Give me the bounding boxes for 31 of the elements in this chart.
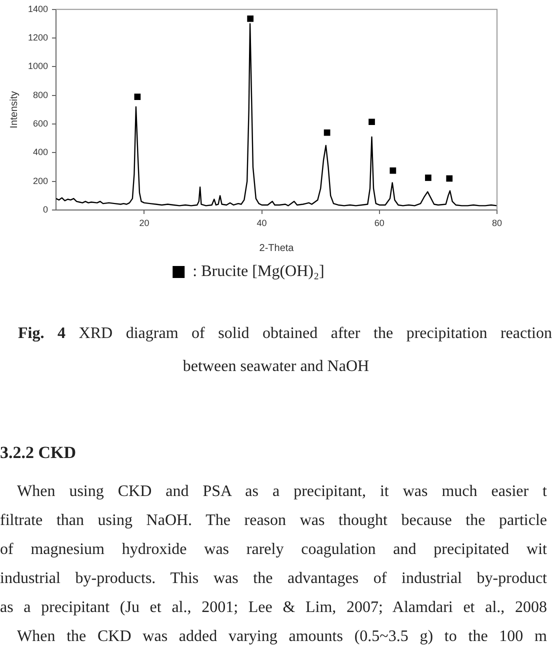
y-tick-label: 0 xyxy=(42,204,48,214)
text: industrial by-products. This was the advantages of industrial by-product xyxy=(0,569,547,589)
x-tick-label: 20 xyxy=(139,218,150,228)
y-tick-label: 1200 xyxy=(28,32,48,43)
x-axis-title: 2-Theta xyxy=(259,242,294,254)
text: filtrate than using NaOH. The reason was thought because the particle xyxy=(0,511,547,531)
point xyxy=(446,175,453,182)
text: of magnesium hydroxide was rarely coagulation and precipitated wit xyxy=(0,540,547,560)
legend-label: : Brucite [Mg(OH)₂] xyxy=(192,263,324,280)
text: as a precipitant (Ju et al., 2001; Lee & Lim, 2007; Alamdari et al., 2008 xyxy=(0,598,547,618)
point xyxy=(425,174,432,181)
y-axis-title: Intensity xyxy=(8,91,20,128)
y-tick-label: 800 xyxy=(32,90,48,100)
point xyxy=(324,129,330,136)
y-tick-label: 200 xyxy=(32,176,48,186)
text: When using CKD and PSA as a precipitant, it was much easier t xyxy=(17,482,547,502)
y-tick-label: 1400 xyxy=(28,4,48,14)
y-tick-label: 600 xyxy=(32,118,48,129)
x-tick-label: 60 xyxy=(374,218,384,228)
point xyxy=(390,167,396,174)
text: between seawater and NaOH xyxy=(182,357,370,377)
x-tick-label: 80 xyxy=(492,218,502,228)
point xyxy=(134,94,141,100)
text: 3.2.2 CKD xyxy=(0,443,78,463)
point xyxy=(247,16,254,22)
text: When the CKD was added varying amounts (0.5~3.5 g) to the 100 m xyxy=(17,627,547,647)
x-tick-label: 40 xyxy=(256,218,267,228)
y-tick-label: 400 xyxy=(32,147,48,158)
y-tick-label: 1000 xyxy=(28,61,48,72)
point xyxy=(368,118,375,126)
caption: Fig. 4 XRD diagram of solid obtained after the precipitation reaction xyxy=(18,324,552,344)
